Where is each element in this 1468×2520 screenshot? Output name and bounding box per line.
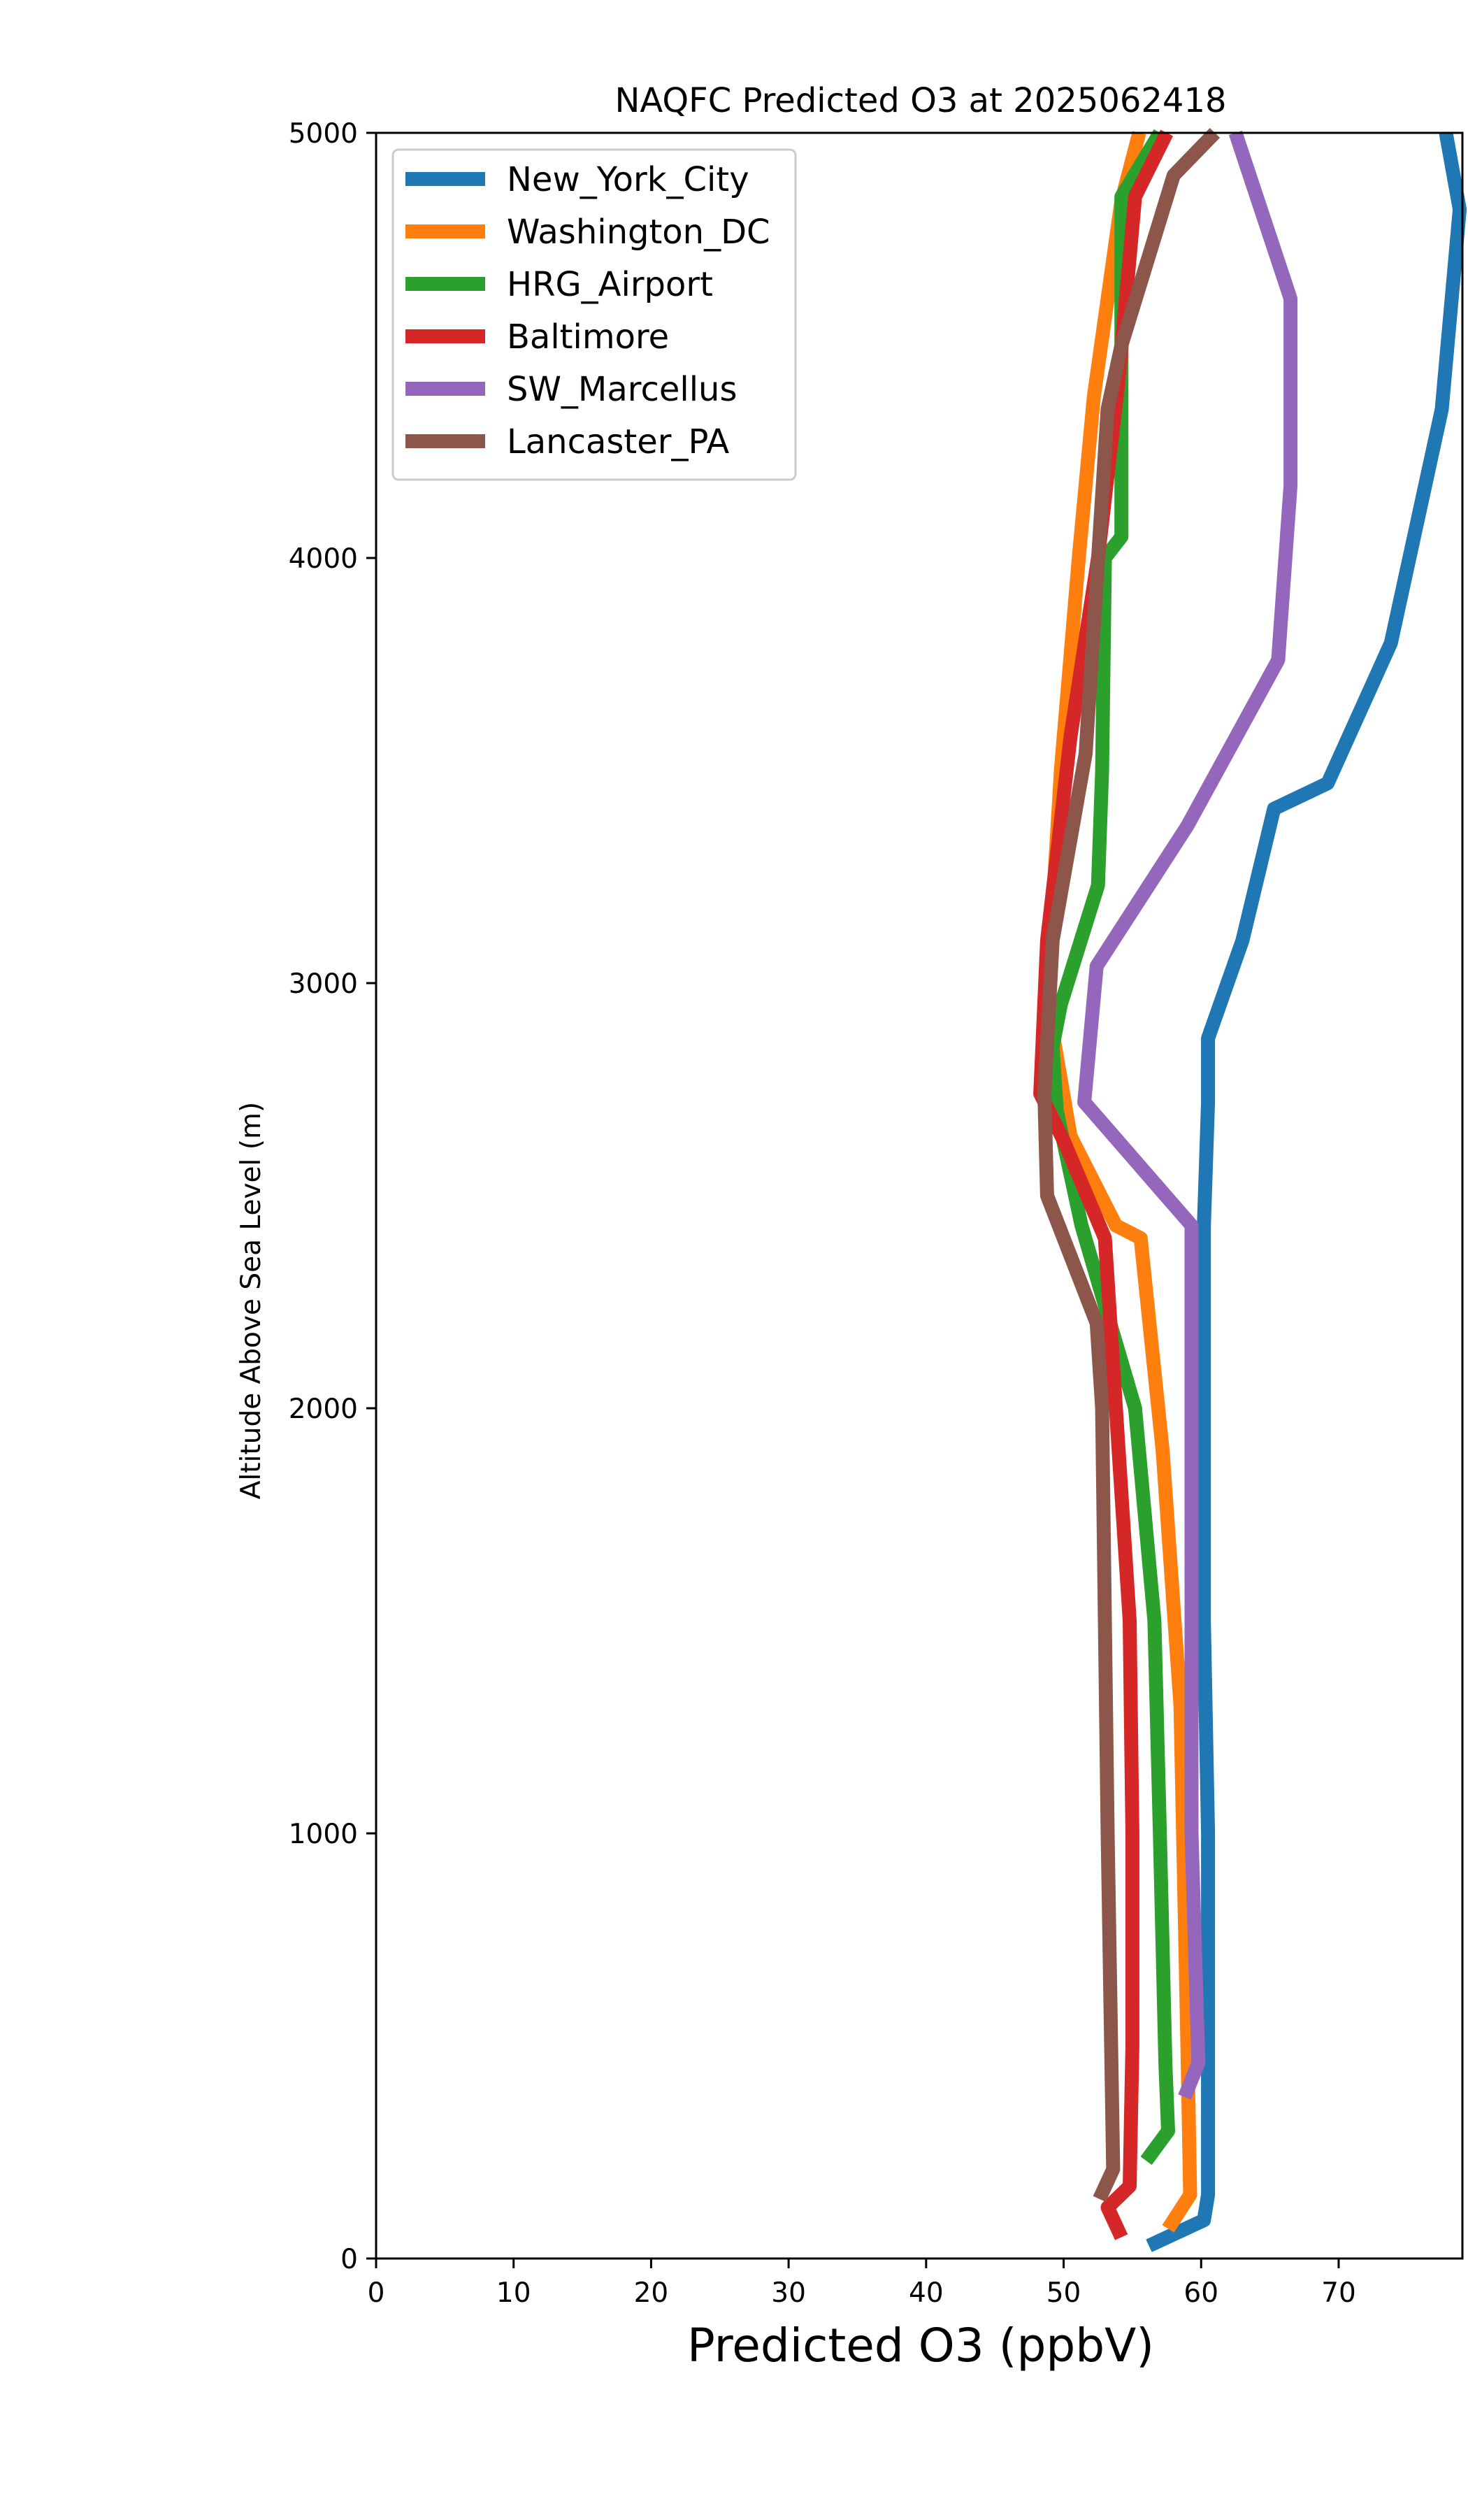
y-tick-label: 4000 — [289, 543, 358, 575]
y-tick-label: 5000 — [289, 118, 358, 150]
y-axis-label: Altitude Above Sea Level (m) — [236, 1102, 267, 1499]
legend: New_York_City Washington_DC HRG_Airport Bal… — [391, 148, 797, 481]
x-tick-label: 60 — [1183, 2277, 1218, 2309]
x-tick-label: 30 — [771, 2277, 806, 2309]
x-tick-label: 0 — [368, 2277, 385, 2309]
legend-entry-label: New_York_City — [507, 160, 749, 199]
x-tick-label: 10 — [496, 2277, 531, 2309]
series-line-washington-dc — [1039, 131, 1197, 2233]
series-line-new-york-city — [1146, 131, 1467, 2252]
y-tick-label: 3000 — [289, 968, 358, 1000]
series-line-hrg-airport — [1045, 129, 1175, 2165]
x-tick-label: 20 — [634, 2277, 669, 2309]
legend-entry-label: HRG_Airport — [507, 265, 713, 304]
y-tick-label: 0 — [340, 2244, 358, 2275]
x-axis-label: Predicted O3 (ppbV) — [687, 2319, 1154, 2372]
legend-entry-label: SW_Marcellus — [507, 370, 737, 409]
y-tick-label: 2000 — [289, 1394, 358, 1425]
x-tick-label: 40 — [909, 2277, 944, 2309]
legend-entry-label: Lancaster_PA — [507, 422, 729, 461]
legend-entry-label: Baltimore — [507, 317, 669, 357]
series-line-sw-marcellus — [1077, 130, 1298, 2100]
x-tick-label: 70 — [1321, 2277, 1356, 2309]
y-tick-label: 1000 — [289, 1819, 358, 1850]
plot-area: 0 10 20 30 40 50 60 70 0 1000 2000 3000 4000 5000 — [289, 118, 1467, 2309]
legend-box — [391, 148, 797, 481]
chart-title: NAQFC Predicted O3 at 2025062418 — [614, 81, 1226, 120]
series-line-lancaster-pa — [1037, 128, 1221, 2203]
x-tick-label: 50 — [1046, 2277, 1081, 2309]
legend-entry-label: Washington_DC — [507, 213, 770, 252]
plot-frame — [375, 131, 1464, 2260]
